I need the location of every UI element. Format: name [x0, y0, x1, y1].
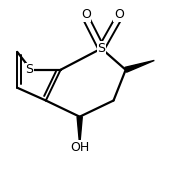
Text: O: O [81, 8, 91, 21]
Text: OH: OH [70, 141, 89, 154]
Polygon shape [77, 117, 82, 146]
Text: S: S [25, 63, 33, 76]
Text: O: O [114, 8, 124, 21]
Text: S: S [97, 42, 105, 55]
Polygon shape [125, 60, 154, 72]
